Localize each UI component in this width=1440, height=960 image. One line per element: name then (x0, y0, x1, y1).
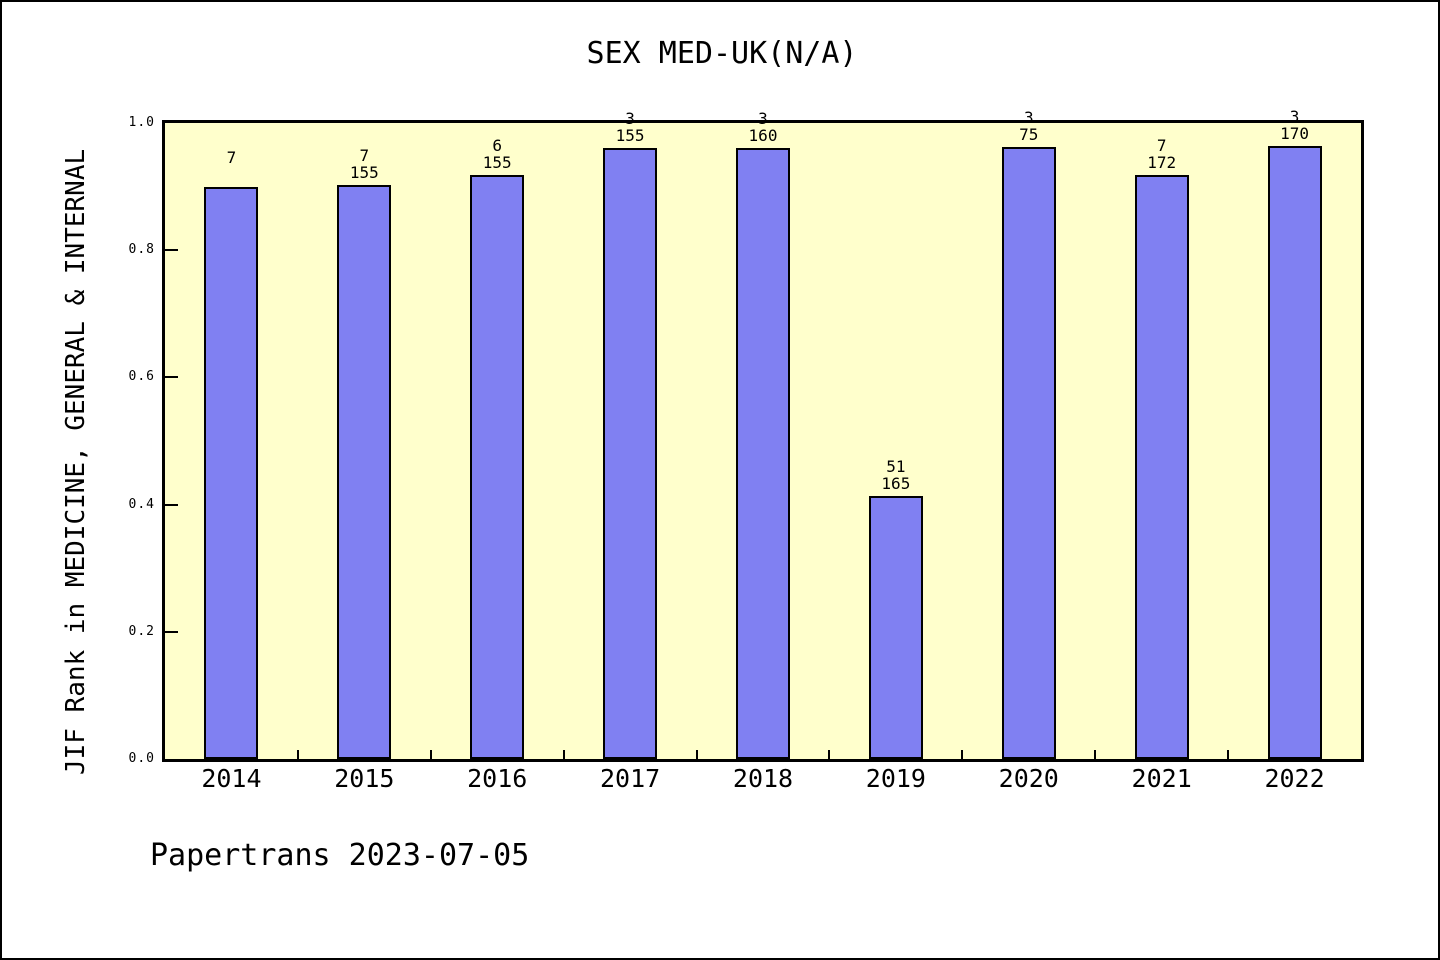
bar-2022 (1267, 146, 1322, 759)
bar-value-label-2020: 3 75 (1019, 108, 1039, 144)
x-tick-label-2021: 2021 (1131, 764, 1192, 793)
chart-title: SEX MED-UK(N/A) (586, 36, 858, 71)
bar-value-label-2019: 51 165 (881, 457, 911, 493)
x-tick-label-2019: 2019 (865, 764, 926, 793)
plot-area: 7 7 155 6 155 3 155 3 160 51 165 3 75 7 172 3 1… (162, 108, 1364, 762)
x-tick-label-2022: 2022 (1264, 764, 1325, 793)
bar-2014 (204, 187, 259, 759)
x-tick-label-2016: 2016 (467, 764, 528, 793)
bar-value-label-2018: 3 160 (748, 109, 778, 145)
y-tick-label-0.2: 0.2 (128, 624, 155, 639)
y-tick-label-0.6: 0.6 (128, 369, 155, 384)
bar-2021 (1134, 175, 1189, 759)
bar-value-label-2021: 7 172 (1147, 136, 1177, 172)
y-axis-tick (165, 249, 178, 251)
y-axis-tick (165, 376, 178, 378)
y-axis-title: JIF Rank in MEDICINE, GENERAL & INTERNAL (61, 148, 91, 776)
bar-value-label-2015: 7 155 (349, 146, 379, 182)
x-axis-tick (430, 750, 432, 759)
bar-2018 (736, 148, 790, 759)
x-tick-label-2015: 2015 (334, 764, 395, 793)
bar-value-label-2014: 7 (226, 148, 237, 167)
y-axis-tick (165, 504, 178, 506)
bar-value-label-2017: 3 155 (615, 109, 645, 145)
x-tick-label-2014: 2014 (201, 764, 262, 793)
x-axis-tick (1094, 750, 1096, 759)
bar-2017 (603, 148, 658, 759)
x-tick-label-2018: 2018 (732, 764, 794, 793)
x-axis-tick (297, 750, 299, 759)
x-axis-tick (828, 750, 830, 759)
x-tick-label-2017: 2017 (600, 764, 661, 793)
y-tick-label-0.8: 0.8 (128, 242, 155, 257)
bar-value-label-2016: 6 155 (482, 136, 512, 172)
x-tick-label-2020: 2020 (998, 764, 1059, 793)
bar-2016 (470, 175, 525, 759)
bar-2020 (1001, 147, 1056, 759)
y-tick-label-0.4: 0.4 (128, 497, 155, 512)
bar-value-label-2022: 3 170 (1280, 107, 1309, 143)
bar-2019 (868, 496, 923, 759)
x-axis-tick (961, 750, 963, 759)
x-axis-tick (1227, 750, 1229, 759)
x-axis-tick (563, 750, 565, 759)
footer-watermark: Papertrans 2023-07-05 (150, 838, 530, 873)
y-tick-label-0.0: 0.0 (128, 751, 155, 766)
bar-2015 (337, 185, 392, 759)
y-tick-label-1.0: 1.0 (128, 115, 155, 130)
y-axis-tick (165, 631, 178, 633)
x-axis-tick (696, 750, 698, 759)
